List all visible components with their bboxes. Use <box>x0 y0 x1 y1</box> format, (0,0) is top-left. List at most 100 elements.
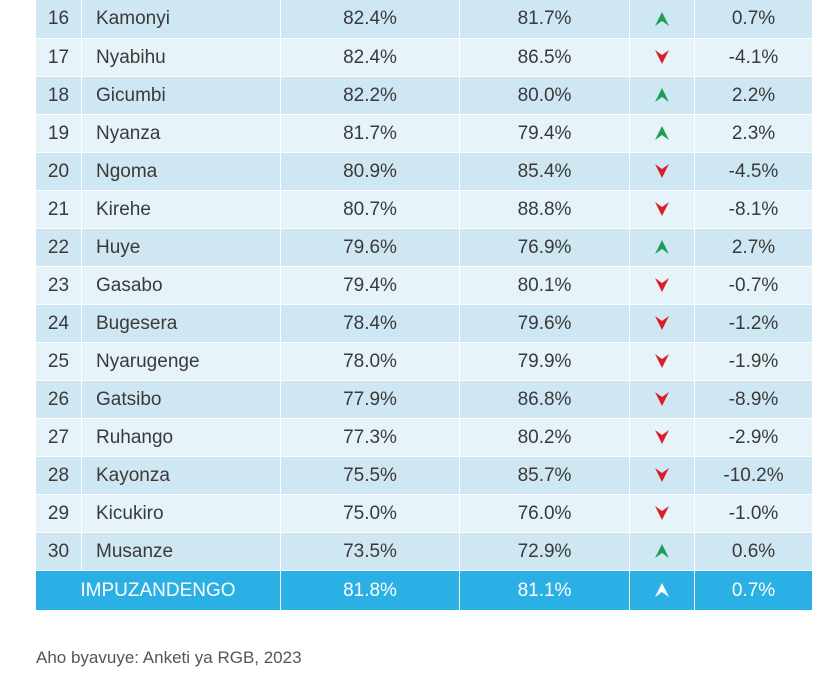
score-2023-cell: 81.7% <box>280 114 460 153</box>
table-row: 18 Gicumbi 82.2% 80.0% 2.2% <box>36 76 812 115</box>
trend-up-icon <box>629 76 695 115</box>
difference-cell: -1.9% <box>694 342 812 381</box>
score-2023-cell: 79.4% <box>280 266 460 305</box>
district-name-cell: Huye <box>81 228 281 267</box>
rank-cell: 29 <box>36 494 82 533</box>
score-2022-cell: 76.0% <box>459 494 630 533</box>
total-row: IMPUZANDENGO 81.8% 81.1% 0.7% <box>36 570 812 611</box>
trend-up-icon <box>629 532 695 571</box>
trend-down-icon <box>629 380 695 419</box>
score-2022-cell: 72.9% <box>459 532 630 571</box>
difference-cell: -2.9% <box>694 418 812 457</box>
table-body: 16 Kamonyi 82.4% 81.7% 0.7% 17 Nyabihu 82.4% 86.… <box>36 0 812 611</box>
total-difference-cell: 0.7% <box>694 570 812 611</box>
difference-cell: 0.7% <box>694 0 812 39</box>
district-name-cell: Bugesera <box>81 304 281 343</box>
district-name-cell: Nyabihu <box>81 38 281 77</box>
score-2022-cell: 86.5% <box>459 38 630 77</box>
score-2022-cell: 80.2% <box>459 418 630 457</box>
score-2023-cell: 73.5% <box>280 532 460 571</box>
score-2022-cell: 79.9% <box>459 342 630 381</box>
score-2022-cell: 85.4% <box>459 152 630 191</box>
district-name-cell: Ruhango <box>81 418 281 457</box>
rank-cell: 20 <box>36 152 82 191</box>
district-name-cell: Ngoma <box>81 152 281 191</box>
district-name-cell: Nyarugenge <box>81 342 281 381</box>
rank-cell: 24 <box>36 304 82 343</box>
district-name-cell: Gasabo <box>81 266 281 305</box>
score-2022-cell: 81.7% <box>459 0 630 39</box>
total-score-2023-cell: 81.8% <box>280 570 460 611</box>
score-2023-cell: 82.4% <box>280 0 460 39</box>
rank-cell: 19 <box>36 114 82 153</box>
district-name-cell: Gicumbi <box>81 76 281 115</box>
trend-up-icon <box>629 570 695 611</box>
difference-cell: -4.1% <box>694 38 812 77</box>
rank-cell: 30 <box>36 532 82 571</box>
rank-cell: 22 <box>36 228 82 267</box>
score-2023-cell: 77.9% <box>280 380 460 419</box>
trend-down-icon <box>629 152 695 191</box>
trend-down-icon <box>629 342 695 381</box>
table-row: 25 Nyarugenge 78.0% 79.9% -1.9% <box>36 342 812 381</box>
score-2023-cell: 82.2% <box>280 76 460 115</box>
score-2022-cell: 85.7% <box>459 456 630 495</box>
table-row: 22 Huye 79.6% 76.9% 2.7% <box>36 228 812 267</box>
trend-down-icon <box>629 190 695 229</box>
difference-cell: 0.6% <box>694 532 812 571</box>
district-scores-table: 16 Kamonyi 82.4% 81.7% 0.7% 17 Nyabihu 82.4% 86.… <box>36 0 812 611</box>
rank-cell: 17 <box>36 38 82 77</box>
table-row: 20 Ngoma 80.9% 85.4% -4.5% <box>36 152 812 191</box>
district-name-cell: Nyanza <box>81 114 281 153</box>
score-2023-cell: 79.6% <box>280 228 460 267</box>
score-2022-cell: 88.8% <box>459 190 630 229</box>
score-2023-cell: 75.5% <box>280 456 460 495</box>
rank-cell: 25 <box>36 342 82 381</box>
trend-up-icon <box>629 228 695 267</box>
total-label: IMPUZANDENGO <box>36 570 281 611</box>
table-row: 29 Kicukiro 75.0% 76.0% -1.0% <box>36 494 812 533</box>
table-row: 21 Kirehe 80.7% 88.8% -8.1% <box>36 190 812 229</box>
score-2023-cell: 80.7% <box>280 190 460 229</box>
score-2023-cell: 75.0% <box>280 494 460 533</box>
score-2022-cell: 79.4% <box>459 114 630 153</box>
trend-down-icon <box>629 304 695 343</box>
score-2023-cell: 80.9% <box>280 152 460 191</box>
rank-cell: 23 <box>36 266 82 305</box>
table-row: 23 Gasabo 79.4% 80.1% -0.7% <box>36 266 812 305</box>
table-row: 26 Gatsibo 77.9% 86.8% -8.9% <box>36 380 812 419</box>
rank-cell: 27 <box>36 418 82 457</box>
score-2022-cell: 80.1% <box>459 266 630 305</box>
rank-cell: 18 <box>36 76 82 115</box>
trend-down-icon <box>629 38 695 77</box>
difference-cell: -1.0% <box>694 494 812 533</box>
score-2022-cell: 76.9% <box>459 228 630 267</box>
score-2023-cell: 82.4% <box>280 38 460 77</box>
difference-cell: -1.2% <box>694 304 812 343</box>
rank-cell: 21 <box>36 190 82 229</box>
difference-cell: -8.1% <box>694 190 812 229</box>
source-note: Aho byavuye: Anketi ya RGB, 2023 <box>36 648 302 667</box>
difference-cell: -8.9% <box>694 380 812 419</box>
score-2023-cell: 78.0% <box>280 342 460 381</box>
trend-up-icon <box>629 0 695 39</box>
score-2023-cell: 77.3% <box>280 418 460 457</box>
score-2023-cell: 78.4% <box>280 304 460 343</box>
trend-down-icon <box>629 418 695 457</box>
trend-down-icon <box>629 494 695 533</box>
rank-cell: 16 <box>36 0 82 39</box>
district-name-cell: Kirehe <box>81 190 281 229</box>
table-row: 16 Kamonyi 82.4% 81.7% 0.7% <box>36 0 812 39</box>
district-name-cell: Kicukiro <box>81 494 281 533</box>
rank-cell: 26 <box>36 380 82 419</box>
score-2022-cell: 79.6% <box>459 304 630 343</box>
difference-cell: 2.3% <box>694 114 812 153</box>
trend-down-icon <box>629 266 695 305</box>
trend-up-icon <box>629 114 695 153</box>
difference-cell: 2.7% <box>694 228 812 267</box>
district-name-cell: Musanze <box>81 532 281 571</box>
district-name-cell: Kamonyi <box>81 0 281 39</box>
difference-cell: 2.2% <box>694 76 812 115</box>
table-row: 17 Nyabihu 82.4% 86.5% -4.1% <box>36 38 812 77</box>
score-2022-cell: 80.0% <box>459 76 630 115</box>
